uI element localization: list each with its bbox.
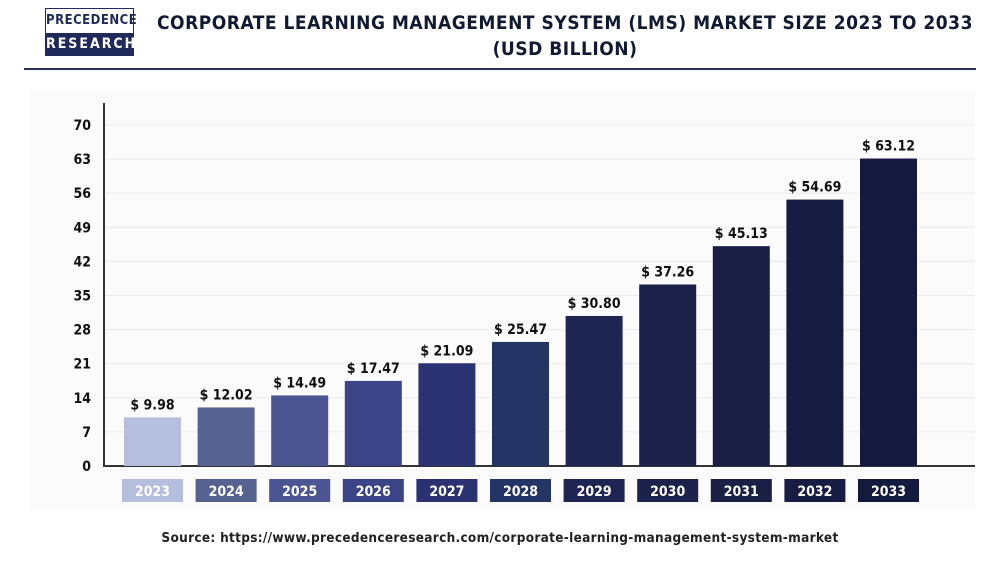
data-label: $ 54.69 xyxy=(788,180,841,196)
header-divider xyxy=(24,68,976,70)
data-label: $ 63.12 xyxy=(862,139,915,155)
x-tick-box xyxy=(416,479,478,502)
bar xyxy=(712,246,770,466)
bar xyxy=(639,284,697,466)
x-tick-box xyxy=(490,479,551,502)
bar xyxy=(197,407,255,466)
logo-line2: RESEARCH xyxy=(46,33,135,55)
x-tick-box xyxy=(269,479,331,502)
y-tick-label: 49 xyxy=(73,220,91,236)
x-tick-box xyxy=(195,479,257,502)
y-tick-label: 56 xyxy=(73,186,91,202)
x-tick-box xyxy=(784,479,846,502)
x-tick-label: 2027 xyxy=(429,484,464,500)
y-tick-label: 28 xyxy=(73,323,91,339)
data-label: $ 30.80 xyxy=(568,296,621,312)
x-tick-box xyxy=(637,479,699,502)
bar xyxy=(124,417,181,466)
y-tick-label: 21 xyxy=(73,357,91,373)
bar xyxy=(492,341,549,466)
data-label: $ 21.09 xyxy=(420,343,473,359)
bar xyxy=(344,380,402,466)
logo-line1: PRECEDENCE xyxy=(46,9,137,33)
chart-title: CORPORATE LEARNING MANAGEMENT SYSTEM (LM… xyxy=(150,10,980,62)
x-tick-label: 2029 xyxy=(577,484,612,500)
y-tick-label: 70 xyxy=(73,118,91,134)
x-tick-label: 2024 xyxy=(209,484,244,500)
x-tick-label: 2028 xyxy=(503,484,538,500)
data-label: $ 12.02 xyxy=(200,387,253,403)
bar xyxy=(786,199,844,466)
source-text: Source: https://www.precedenceresearch.c… xyxy=(161,530,839,546)
x-tick-box xyxy=(122,479,183,502)
y-tick-label: 35 xyxy=(73,289,91,305)
data-label: $ 45.13 xyxy=(715,226,768,242)
data-label: $ 25.47 xyxy=(494,322,547,338)
title-line1: CORPORATE LEARNING MANAGEMENT SYSTEM (LM… xyxy=(157,12,973,34)
bar xyxy=(860,158,917,466)
x-tick-label: 2026 xyxy=(356,484,391,500)
x-tick-label: 2023 xyxy=(135,484,170,500)
title-line2: (USD BILLION) xyxy=(492,38,638,60)
x-tick-box xyxy=(342,479,404,502)
x-tick-box xyxy=(710,479,772,502)
bar xyxy=(565,315,623,466)
x-tick-label: 2033 xyxy=(871,484,906,500)
x-tick-box xyxy=(563,479,625,502)
data-label: $ 14.49 xyxy=(273,375,326,391)
x-tick-label: 2031 xyxy=(724,484,759,500)
bar xyxy=(418,363,476,466)
y-tick-label: 42 xyxy=(73,254,91,270)
x-tick-label: 2032 xyxy=(797,484,832,500)
y-tick-label: 7 xyxy=(82,425,91,441)
x-tick-label: 2030 xyxy=(650,484,685,500)
y-tick-label: 0 xyxy=(82,459,91,475)
y-tick-label: 63 xyxy=(73,152,91,168)
data-label: $ 9.98 xyxy=(130,397,174,413)
logo: PRECEDENCE RESEARCH xyxy=(45,8,137,56)
data-label: $ 17.47 xyxy=(347,361,400,377)
x-tick-box xyxy=(858,479,919,502)
data-label: $ 37.26 xyxy=(641,264,694,280)
y-tick-label: 14 xyxy=(73,391,91,407)
bar xyxy=(271,395,329,466)
x-tick-label: 2025 xyxy=(282,484,317,500)
